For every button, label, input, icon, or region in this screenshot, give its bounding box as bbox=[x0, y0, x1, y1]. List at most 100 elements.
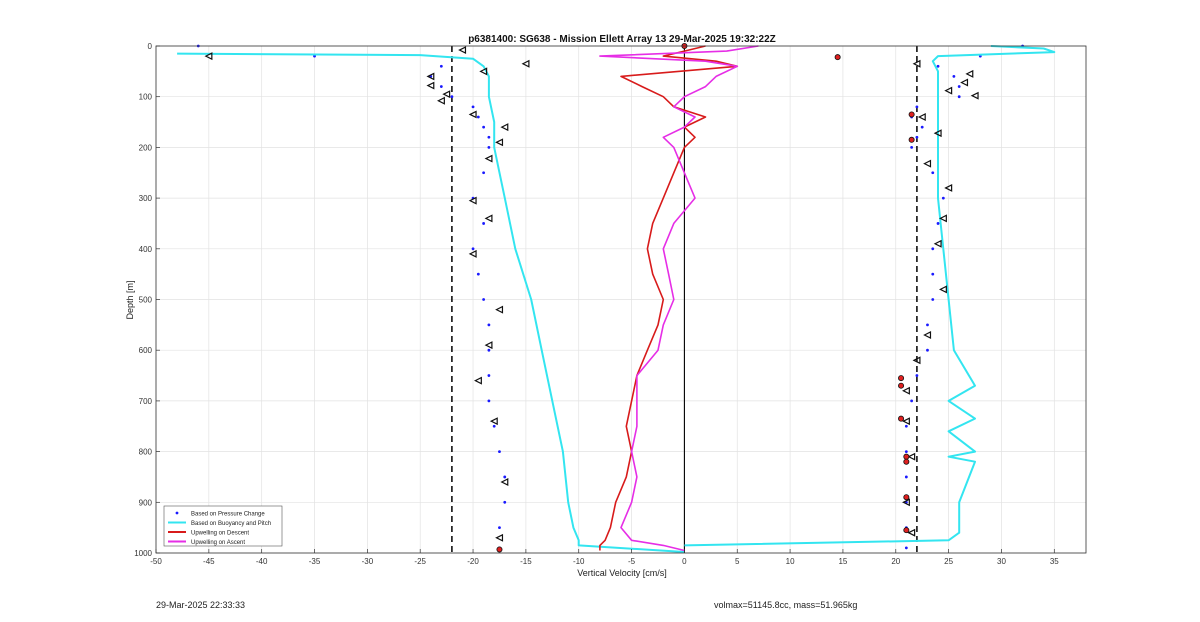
open-triangle-marker bbox=[933, 239, 942, 248]
pressure-change-point bbox=[904, 475, 908, 479]
y-tick-label: 300 bbox=[139, 194, 153, 203]
red-dot-marker bbox=[903, 527, 910, 534]
x-tick-label: -35 bbox=[309, 557, 321, 566]
pressure-change-point bbox=[941, 196, 945, 200]
red-dot-marker bbox=[898, 415, 905, 422]
open-triangle-marker bbox=[495, 533, 504, 542]
x-tick-label: -30 bbox=[362, 557, 374, 566]
open-triangle-marker bbox=[500, 478, 509, 486]
open-triangle-marker bbox=[473, 376, 482, 385]
pressure-change-point bbox=[926, 348, 929, 352]
pressure-change-point bbox=[498, 526, 501, 530]
x-tick-label: -45 bbox=[203, 557, 215, 566]
pressure-change-point bbox=[476, 272, 480, 276]
pressure-change-point bbox=[439, 64, 443, 68]
footer-timestamp: 29-Mar-2025 22:33:33 bbox=[156, 600, 246, 610]
open-triangle-marker bbox=[912, 356, 921, 365]
x-tick-label: -25 bbox=[414, 557, 426, 566]
open-triangle-marker bbox=[923, 331, 932, 339]
open-triangle-marker bbox=[484, 154, 493, 163]
x-axis-label: Vertical Velocity [cm/s] bbox=[577, 568, 667, 578]
pressure-change-point bbox=[482, 125, 486, 129]
pressure-change-point bbox=[487, 374, 491, 377]
pressure-change-point bbox=[492, 424, 496, 428]
open-triangle-marker bbox=[901, 498, 910, 507]
red-dot-marker bbox=[903, 494, 910, 501]
pressure-change-point bbox=[931, 171, 935, 175]
y-tick-label: 400 bbox=[139, 245, 153, 254]
y-tick-label: 100 bbox=[139, 93, 153, 102]
pressure-change-point bbox=[439, 85, 443, 88]
pressure-change-point bbox=[936, 222, 940, 225]
pressure-change-point bbox=[952, 75, 956, 78]
open-triangle-marker bbox=[436, 96, 445, 105]
pressure-change-point bbox=[487, 399, 491, 403]
markers bbox=[204, 43, 979, 553]
x-tick-label: -15 bbox=[520, 557, 532, 566]
x-tick-label: -10 bbox=[573, 557, 585, 566]
legend-label: Based on Pressure Change bbox=[191, 512, 265, 518]
red-dot-marker bbox=[834, 54, 841, 61]
open-triangle-marker bbox=[495, 138, 504, 147]
y-tick-label: 800 bbox=[139, 448, 153, 457]
open-triangle-marker bbox=[965, 69, 974, 78]
pressure-change-point bbox=[957, 85, 961, 88]
legend-swatch bbox=[175, 511, 179, 515]
x-tick-label: 5 bbox=[735, 557, 740, 566]
legend-label: Upwelling on Descent bbox=[191, 531, 249, 537]
pressure-change-point bbox=[503, 475, 507, 479]
x-tick-label: 35 bbox=[1050, 557, 1059, 566]
open-triangle-marker bbox=[442, 90, 451, 99]
x-tick-label: 0 bbox=[682, 557, 687, 566]
pressure-change-point bbox=[936, 64, 940, 68]
open-triangle-marker bbox=[479, 67, 488, 76]
open-triangle-marker bbox=[458, 46, 467, 55]
pressure-change-point bbox=[931, 272, 935, 276]
pressure-change-point bbox=[487, 348, 491, 352]
pressure-change-point bbox=[915, 105, 919, 109]
upwelling-descent-line bbox=[599, 45, 739, 551]
open-triangle-marker bbox=[960, 78, 969, 87]
pressure-change-point bbox=[482, 298, 486, 301]
y-tick-label: 500 bbox=[139, 296, 153, 305]
pressure-change-point bbox=[920, 125, 924, 129]
open-triangle-marker bbox=[938, 214, 947, 223]
open-triangle-marker bbox=[907, 452, 916, 461]
pressure-change-point bbox=[487, 146, 491, 149]
x-tick-label: 30 bbox=[997, 557, 1006, 566]
pressure-change-point bbox=[471, 247, 475, 251]
pressure-change-point bbox=[487, 135, 491, 139]
open-triangle-marker bbox=[970, 91, 979, 100]
red-dot-marker bbox=[908, 111, 915, 118]
open-triangle-marker bbox=[484, 214, 493, 223]
open-triangle-marker bbox=[468, 249, 477, 258]
upwelling-ascent-line bbox=[599, 45, 759, 552]
open-triangle-marker bbox=[489, 417, 498, 426]
open-triangle-marker bbox=[944, 183, 953, 192]
red-dot-marker bbox=[903, 458, 910, 465]
pressure-change-point bbox=[904, 450, 908, 453]
pressure-change-point bbox=[904, 546, 908, 550]
pressure-change-point bbox=[487, 323, 491, 327]
pressure-change-point bbox=[482, 222, 486, 225]
open-triangle-marker bbox=[938, 285, 947, 294]
x-tick-label: 10 bbox=[786, 557, 795, 566]
footer-mass-info: volmax=51145.8cc, mass=51.965kg bbox=[714, 600, 858, 610]
pressure-change-point bbox=[931, 298, 935, 301]
open-triangle-marker bbox=[923, 159, 932, 168]
pressure-change-point bbox=[926, 323, 929, 327]
open-triangle-marker bbox=[426, 81, 435, 90]
red-dot-marker bbox=[898, 382, 905, 389]
pressure-change-point bbox=[915, 135, 919, 139]
open-triangle-marker bbox=[907, 528, 916, 537]
open-triangle-marker bbox=[495, 305, 504, 314]
y-tick-label: 600 bbox=[139, 346, 153, 355]
legend-box bbox=[163, 505, 283, 547]
red-dot-marker bbox=[898, 375, 905, 382]
red-dot-marker bbox=[908, 136, 915, 143]
pressure-change-point bbox=[476, 115, 480, 119]
open-triangle-marker bbox=[912, 59, 921, 68]
axis-ticks: -50 -45 -40 -35 -30 -25 -20 -15 -10 -5 0 5 10 15 20 25 3… bbox=[134, 42, 1059, 566]
pressure-change-point bbox=[450, 95, 454, 99]
